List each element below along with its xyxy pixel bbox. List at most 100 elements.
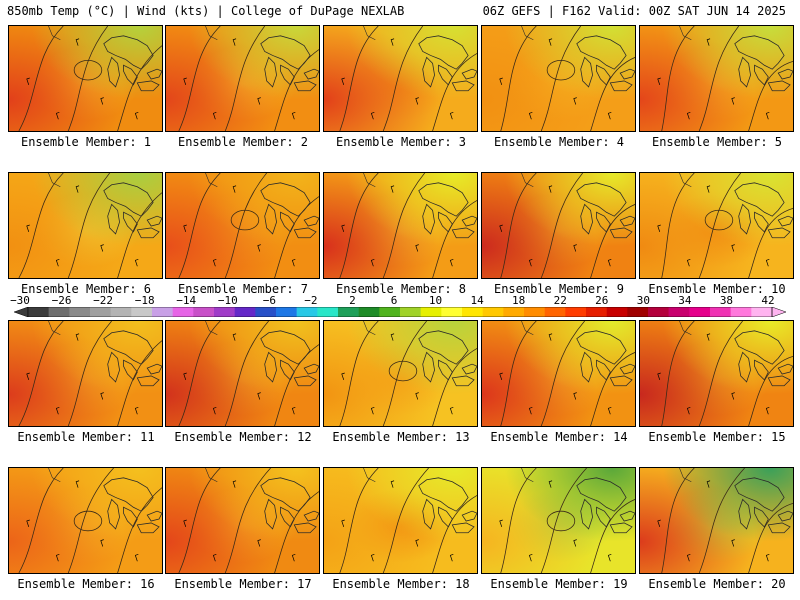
- wind-barb: [55, 554, 60, 562]
- ensemble-map-panel: [8, 320, 163, 427]
- height-contour: [432, 348, 477, 426]
- border-line: [48, 321, 61, 336]
- colorbar-ticks: −30 −26 −22 −18 −14 −10 −6 −2 2 6 10 14 18 22 26 30 34 38…: [0, 295, 800, 307]
- height-contour: [432, 495, 477, 573]
- wind-barb: [548, 185, 553, 193]
- colorbar-tick-label: −6: [262, 294, 276, 307]
- wind-barb: [706, 480, 711, 488]
- height-contour: [661, 173, 695, 278]
- height-contour: [546, 510, 576, 532]
- ensemble-map-panel: [639, 25, 794, 132]
- height-contour: [339, 321, 379, 426]
- great-lakes-outline: [418, 35, 477, 92]
- ensemble-member-label: Ensemble Member: 19: [490, 577, 628, 591]
- wind-barb: [449, 407, 454, 415]
- wind-barb: [765, 554, 770, 562]
- wind-barb: [657, 372, 661, 380]
- colorbar-tick-label: 18: [512, 294, 526, 307]
- ensemble-map-panel: [639, 467, 794, 574]
- cool-anomaly-area: [166, 26, 319, 131]
- ensemble-map-panel: [8, 467, 163, 574]
- wind-barb: [232, 185, 237, 193]
- temperature-field-map: [9, 173, 162, 278]
- wind-barb: [390, 333, 395, 341]
- great-lakes-outline: [260, 35, 319, 92]
- ensemble-map-panel: [481, 320, 636, 427]
- wind-barb: [573, 392, 577, 400]
- colorbar-swatch: [462, 307, 483, 317]
- run-valid-time: 06Z GEFS | F162 Valid: 00Z SAT JUN 14 20…: [482, 4, 786, 18]
- height-contour: [748, 502, 793, 573]
- wind-barb: [134, 112, 139, 120]
- height-contour: [500, 173, 537, 278]
- ensemble-map-panel: [323, 320, 478, 427]
- ensemble-member-label: Ensemble Member: 13: [332, 430, 470, 444]
- colorbar-swatch: [131, 307, 153, 317]
- colorbar-swatch: [296, 307, 318, 317]
- cool-anomaly-area: [9, 321, 162, 426]
- wind-barb: [607, 407, 612, 415]
- wind-barb: [291, 407, 296, 415]
- height-contour: [178, 321, 221, 426]
- border-line: [48, 468, 61, 483]
- wind-barb: [499, 372, 503, 380]
- wind-barb: [257, 97, 261, 105]
- temperature-field-map: [9, 26, 162, 131]
- great-lakes-outline: [103, 330, 162, 387]
- temperature-field-map: [166, 173, 319, 278]
- height-contour: [178, 468, 221, 573]
- height-contour: [73, 510, 103, 532]
- wind-barb: [55, 112, 60, 120]
- wind-barb: [573, 97, 577, 105]
- colorbar-swatch: [90, 307, 111, 317]
- height-contour: [500, 321, 537, 426]
- wind-barb: [415, 539, 419, 547]
- colorbar-tick-label: 34: [678, 294, 692, 307]
- wind-barb: [528, 259, 533, 267]
- colorbar-swatch: [524, 307, 545, 317]
- ensemble-map-panel: [481, 172, 636, 279]
- wind-barb: [528, 554, 533, 562]
- colorbar-swatch: [69, 307, 91, 317]
- temperature-colorbar: [14, 307, 786, 317]
- height-contour: [18, 173, 64, 278]
- ensemble-map-panel: [323, 172, 478, 279]
- wind-barb: [449, 112, 454, 120]
- height-contour: [698, 173, 741, 278]
- wind-barb: [548, 38, 553, 46]
- cool-anomaly-area: [482, 468, 635, 573]
- cool-anomaly-area: [324, 173, 477, 278]
- great-lakes-outline: [418, 330, 477, 387]
- height-contour: [178, 26, 221, 131]
- wind-barb: [415, 244, 419, 252]
- height-contour: [748, 60, 793, 131]
- wind-barb: [731, 244, 735, 252]
- height-contour: [590, 204, 635, 278]
- colorbar-swatch: [606, 307, 628, 317]
- colorbar-swatch: [751, 307, 773, 317]
- wind-barb: [390, 480, 395, 488]
- height-contour: [18, 468, 64, 573]
- height-contour: [382, 321, 427, 426]
- cool-anomaly-area: [640, 468, 793, 573]
- ensemble-member-label: Ensemble Member: 5: [651, 135, 783, 149]
- colorbar-tick-label: 22: [553, 294, 567, 307]
- temperature-field-map: [640, 321, 793, 426]
- ensemble-member-label: Ensemble Member: 14: [490, 430, 628, 444]
- ensemble-member-label: Ensemble Member: 11: [17, 430, 155, 444]
- border-line: [521, 26, 534, 41]
- height-contour: [67, 321, 112, 426]
- cool-anomaly-area: [166, 468, 319, 573]
- height-contour: [540, 321, 585, 426]
- wind-barb: [134, 554, 139, 562]
- great-lakes-outline: [734, 35, 793, 92]
- great-lakes-outline: [103, 182, 162, 239]
- colorbar-swatch: [586, 307, 607, 317]
- wind-barb: [548, 480, 553, 488]
- colorbar-tick-label: −14: [176, 294, 197, 307]
- colorbar-swatch: [317, 307, 339, 317]
- wind-barb: [607, 259, 612, 267]
- ensemble-map-panel: [165, 467, 320, 574]
- height-contour: [590, 352, 635, 426]
- wind-barb: [607, 554, 612, 562]
